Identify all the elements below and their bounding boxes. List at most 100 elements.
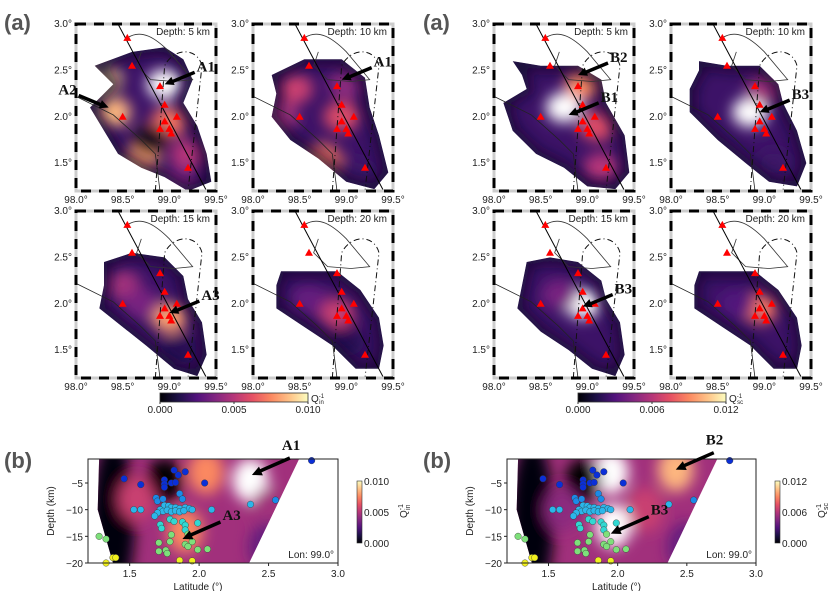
map-panel: Depth: 20 km 3.0° 2.5° 2.0° 1.5° 98.0° 98.5° 99… xyxy=(649,206,823,393)
earthquake-event-marker xyxy=(159,495,167,503)
earthquake-event-marker xyxy=(556,481,564,489)
annotation-arrowhead-icon xyxy=(759,104,770,113)
volcano-triangle-icon xyxy=(156,124,164,132)
map-frame-dashes xyxy=(74,209,218,380)
x-tick-label: 98.0° xyxy=(659,382,682,393)
earthquake-event-marker xyxy=(171,478,179,486)
annotation-arrow xyxy=(587,292,614,307)
volcano-triangle-icon xyxy=(300,33,309,41)
annotation-arrow xyxy=(257,456,291,474)
earthquake-event-marker xyxy=(589,466,597,474)
volcano-triangle-icon xyxy=(333,311,341,319)
heatmap-blob xyxy=(328,69,365,100)
heatmap-blob xyxy=(541,279,578,310)
earthquake-event-marker xyxy=(589,517,597,525)
x-tick-label: 99.0° xyxy=(576,195,599,206)
heatmap-base xyxy=(694,271,802,369)
y-tick-label: −10 xyxy=(485,506,502,517)
annotation-label: B2 xyxy=(610,50,628,66)
coastline xyxy=(670,283,756,379)
map-panel: Depth: 20 km 3.0° 2.5° 2.0° 1.5° 98.0° 98.5° 99… xyxy=(231,206,405,393)
x-tick-label: 98.5° xyxy=(706,195,729,206)
volcano-triangle-icon xyxy=(123,220,132,228)
cross-section-panel: −5 −10 −15 −20 1.5 2.0 2.5 3.0 Latitude (°) Depth… xyxy=(465,433,830,591)
earthquake-event-marker xyxy=(163,549,171,557)
x-tick-label: 2.5 xyxy=(680,569,694,580)
y-tick-label: 2.5° xyxy=(54,252,72,263)
earthquake-event-marker xyxy=(166,538,174,546)
coastline xyxy=(252,283,338,379)
volcano-triangle-icon xyxy=(578,304,587,312)
longitude-label: Lon: 99.0° xyxy=(288,550,334,561)
lake-outline xyxy=(722,220,789,269)
depth-label: Depth: 5 km xyxy=(156,27,210,38)
volcano-triangle-icon xyxy=(536,299,545,307)
y-axis-label: Depth (km) xyxy=(465,486,476,535)
x-tick-label: 1.5 xyxy=(123,569,137,580)
volcano-triangle-icon xyxy=(337,100,346,108)
earthquake-event-marker xyxy=(612,546,620,554)
x-tick-label: 98.0° xyxy=(64,195,87,206)
annotation-arrowhead-icon xyxy=(675,461,687,470)
earthquake-event-marker xyxy=(619,479,627,487)
y-tick-label: 1.5° xyxy=(649,345,667,356)
earthquake-event-marker xyxy=(531,554,539,562)
y-tick-label: 2.5° xyxy=(472,65,490,76)
y-tick-label: 1.5° xyxy=(54,345,72,356)
depth-label: Depth: 5 km xyxy=(574,27,628,38)
annotation-arrowhead-icon xyxy=(341,72,352,81)
heatmap-blob xyxy=(277,73,313,104)
colorbar-tick-label: 0.012 xyxy=(782,477,807,488)
earthquake-event-marker xyxy=(574,547,582,555)
map-frame-dashes xyxy=(492,22,636,193)
earthquake-event-marker xyxy=(598,507,606,515)
volcano-triangle-icon xyxy=(337,304,346,312)
annotation-label: A2 xyxy=(58,83,76,99)
x-tick-label: 99.0° xyxy=(158,382,181,393)
colorbar-gradient xyxy=(159,392,309,403)
y-tick-label: 3.0° xyxy=(649,19,667,30)
annotation-arrow xyxy=(764,98,791,112)
volcano-triangle-icon xyxy=(713,112,722,120)
volcano-triangle-icon xyxy=(295,299,304,307)
volcano-triangle-icon xyxy=(160,304,169,312)
volcano-triangle-icon xyxy=(585,316,594,324)
y-tick-label: 2.0° xyxy=(231,112,249,123)
earthquake-event-marker xyxy=(174,471,182,479)
x-tick-label: 98.5° xyxy=(529,382,552,393)
volcano-triangle-icon xyxy=(578,100,587,108)
x-tick-label: 99.0° xyxy=(753,382,776,393)
x-tick-label: 98.0° xyxy=(241,195,264,206)
earthquake-event-marker xyxy=(622,545,630,553)
y-tick-label: 2.0° xyxy=(54,112,72,123)
volcano-triangle-icon xyxy=(184,350,192,358)
x-tick-label: 98.5° xyxy=(529,195,552,206)
earthquake-event-marker xyxy=(180,507,188,515)
y-tick-label: 2.5° xyxy=(472,252,490,263)
annotation-label: B3 xyxy=(615,282,633,298)
y-axis-label: Depth (km) xyxy=(46,486,57,535)
x-tick-label: 98.5° xyxy=(706,382,729,393)
lake-outline xyxy=(127,33,194,82)
annotation-label: A3 xyxy=(201,288,219,304)
panel-label-a-right: (a) xyxy=(423,10,450,35)
colorbar-label-sup: -1 xyxy=(816,504,823,510)
volcano-triangle-icon xyxy=(723,248,731,256)
earthquake-event-marker xyxy=(600,468,608,476)
y-tick-label: −5 xyxy=(72,479,84,490)
earthquake-event-marker xyxy=(556,506,564,514)
colorbar-label-sub: sc xyxy=(823,502,830,510)
longitude-label: Lon: 99.0° xyxy=(706,550,752,561)
colorbar-tick-label: 0.000 xyxy=(782,539,807,550)
annotation-arrow xyxy=(616,515,650,533)
coastline xyxy=(75,96,161,192)
volcano-triangle-icon xyxy=(574,311,582,319)
volcano-triangle-icon xyxy=(160,287,169,295)
x-tick-label: 98.0° xyxy=(64,382,87,393)
y-tick-label: 1.5° xyxy=(231,158,249,169)
earthquake-event-marker xyxy=(137,506,145,514)
volcano-triangle-icon xyxy=(546,248,554,256)
earthquake-event-marker xyxy=(603,530,611,538)
volcano-triangle-icon xyxy=(333,124,341,132)
